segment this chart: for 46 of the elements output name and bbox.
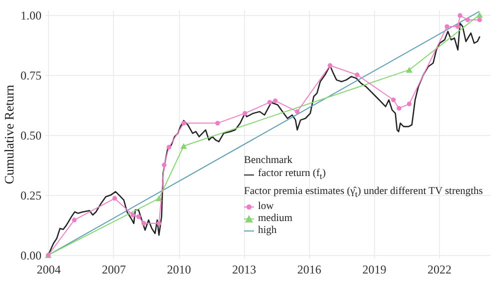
y-tick-label: 0.25 (20, 188, 42, 203)
point (391, 98, 396, 102)
point (166, 144, 172, 150)
point (272, 98, 278, 104)
point (458, 13, 462, 18)
annotation: Factor premia estimates (γ̂$_{t}$) under different TV strengths (244, 186, 483, 200)
x-tick-label: 2007 (102, 262, 126, 276)
point (477, 18, 482, 22)
y-tick-label: 0.75 (20, 68, 42, 82)
point (444, 24, 450, 29)
point (476, 12, 483, 18)
x-tick-label: 2004 (36, 262, 61, 276)
point (396, 106, 402, 111)
point (130, 212, 136, 218)
point (328, 63, 332, 68)
point (112, 196, 118, 201)
point (162, 162, 167, 168)
point (294, 109, 300, 114)
x-tick-label: 2013 (232, 262, 256, 276)
x-tick-label: 2016 (297, 262, 322, 276)
point (181, 120, 186, 126)
legend-label: factor return (f$_{t}$) (258, 168, 326, 182)
point (72, 218, 77, 222)
point (406, 102, 412, 106)
point (267, 100, 272, 105)
x-tick-label: 2010 (167, 262, 191, 276)
legend-label: medium (258, 213, 292, 226)
y-tick-label: 1.00 (20, 8, 42, 22)
legend-label: low (258, 201, 274, 214)
point (456, 24, 460, 29)
y-axis-title: Cumulative Return (2, 84, 16, 184)
point (242, 110, 248, 116)
point (180, 143, 188, 149)
point (136, 214, 141, 220)
point (141, 221, 146, 226)
point (465, 18, 470, 22)
point (215, 120, 220, 126)
point (354, 72, 360, 78)
x-tick-label: 2019 (362, 262, 386, 276)
point (156, 221, 162, 226)
y-tick-label: 0.00 (20, 248, 42, 263)
y-tick-label: 0.50 (20, 128, 42, 142)
x-tick-label: 2022 (427, 262, 452, 276)
legend-title: Benchmark (244, 155, 294, 167)
legend-label: high (258, 225, 277, 238)
point (406, 66, 413, 73)
